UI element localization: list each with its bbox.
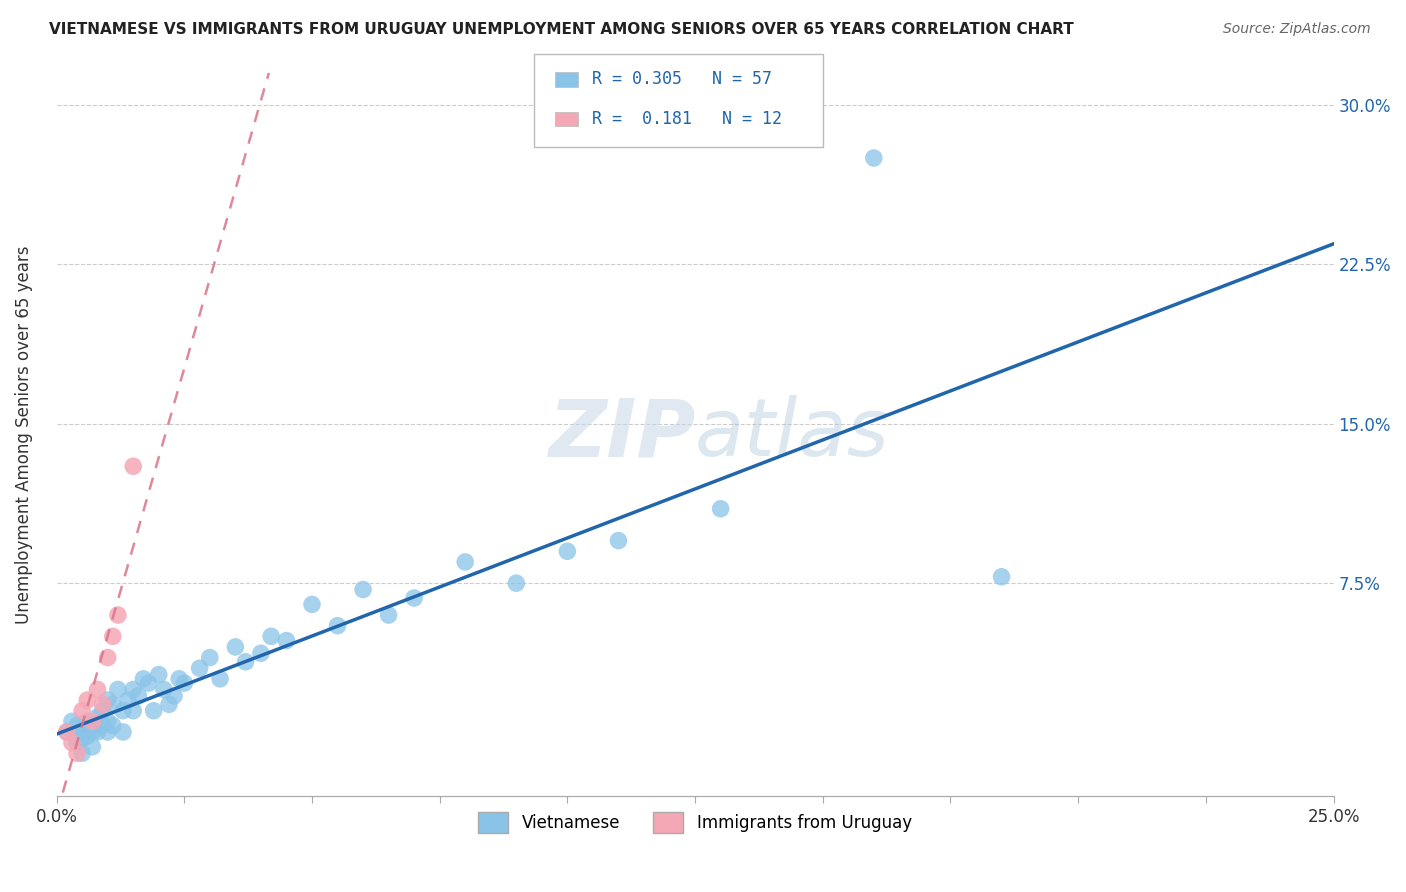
Point <box>607 533 630 548</box>
Y-axis label: Unemployment Among Seniors over 65 years: Unemployment Among Seniors over 65 years <box>15 245 32 624</box>
Point <box>377 608 399 623</box>
Legend: Vietnamese, Immigrants from Uruguay: Vietnamese, Immigrants from Uruguay <box>471 805 918 839</box>
Point <box>326 618 349 632</box>
Text: Source: ZipAtlas.com: Source: ZipAtlas.com <box>1223 22 1371 37</box>
Point <box>101 718 124 732</box>
Point <box>153 682 176 697</box>
Point <box>127 689 149 703</box>
Point <box>91 704 114 718</box>
Point <box>86 710 108 724</box>
Point <box>148 667 170 681</box>
Point <box>60 714 83 729</box>
Point <box>107 682 129 697</box>
Point <box>198 650 221 665</box>
Point <box>209 672 232 686</box>
Point <box>86 682 108 697</box>
Point <box>56 725 79 739</box>
Point <box>86 725 108 739</box>
Point <box>66 736 89 750</box>
Point <box>76 714 98 729</box>
Point <box>235 655 257 669</box>
Point <box>82 725 104 739</box>
Point <box>250 646 273 660</box>
Point <box>352 582 374 597</box>
Point <box>56 725 79 739</box>
Point <box>157 698 180 712</box>
Point <box>188 661 211 675</box>
Point <box>260 629 283 643</box>
Point <box>82 739 104 754</box>
Point <box>862 151 884 165</box>
Point <box>101 629 124 643</box>
Point <box>132 672 155 686</box>
Point <box>82 714 104 729</box>
Point <box>710 501 733 516</box>
Point <box>138 676 160 690</box>
Point <box>142 704 165 718</box>
Text: R = 0.305   N = 57: R = 0.305 N = 57 <box>592 70 772 88</box>
Point <box>557 544 579 558</box>
Point <box>111 725 134 739</box>
Point <box>276 633 298 648</box>
Point <box>76 693 98 707</box>
Point <box>91 698 114 712</box>
Point <box>454 555 477 569</box>
Text: R =  0.181   N = 12: R = 0.181 N = 12 <box>592 110 782 128</box>
Point <box>70 746 93 760</box>
Point <box>505 576 527 591</box>
Text: VIETNAMESE VS IMMIGRANTS FROM URUGUAY UNEMPLOYMENT AMONG SENIORS OVER 65 YEARS C: VIETNAMESE VS IMMIGRANTS FROM URUGUAY UN… <box>49 22 1074 37</box>
Point <box>97 693 120 707</box>
Point <box>122 459 145 474</box>
Point <box>404 591 426 605</box>
Point <box>224 640 246 654</box>
Point <box>82 718 104 732</box>
Point <box>117 693 139 707</box>
Point <box>107 608 129 623</box>
Text: ZIP: ZIP <box>548 395 695 474</box>
Point <box>76 729 98 743</box>
Point <box>167 672 190 686</box>
Point <box>990 570 1012 584</box>
Point <box>66 746 89 760</box>
Point <box>173 676 195 690</box>
Point <box>91 718 114 732</box>
Point <box>122 682 145 697</box>
Point <box>97 714 120 729</box>
Point <box>101 698 124 712</box>
Point <box>111 704 134 718</box>
Point <box>60 736 83 750</box>
Point <box>301 598 323 612</box>
Point <box>97 725 120 739</box>
Point <box>122 704 145 718</box>
Text: atlas: atlas <box>695 395 890 474</box>
Point <box>97 650 120 665</box>
Point <box>163 689 186 703</box>
Point <box>66 718 89 732</box>
Point <box>70 704 93 718</box>
Point <box>70 731 93 746</box>
Point <box>70 725 93 739</box>
